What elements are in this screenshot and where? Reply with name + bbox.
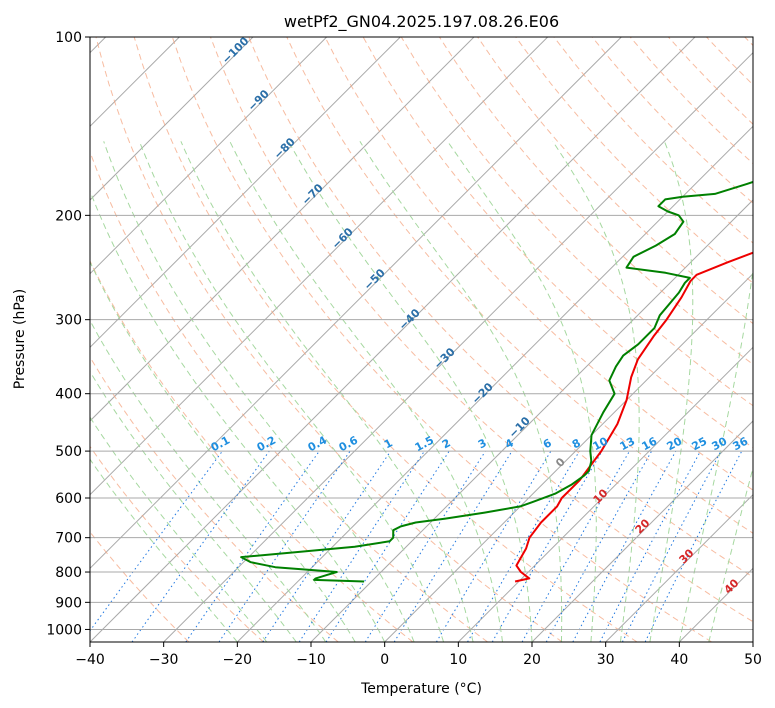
dry-adiabat-line	[90, 445, 264, 642]
isotherm-line	[90, 37, 328, 275]
mixing-ratio-line	[364, 450, 486, 642]
mixing-ratio-line	[298, 450, 425, 642]
isotherm-line	[384, 272, 753, 642]
mixing-ratio-line	[572, 450, 677, 642]
mixing-ratio-line	[218, 450, 351, 642]
sounding-series	[240, 180, 753, 583]
mixing-ratio-line	[185, 450, 320, 642]
dry-adiabat-line	[133, 37, 638, 642]
mixing-ratio-label: 25	[690, 435, 710, 454]
plot-frame	[89, 36, 754, 643]
x-tick-label: 20	[523, 652, 541, 668]
isotherm-line	[90, 37, 696, 642]
isotherm-line	[531, 420, 753, 642]
x-tick-label: 40	[670, 652, 688, 668]
isotherm-line	[90, 37, 475, 422]
dewpoint-profile-line	[240, 180, 753, 583]
y-tick-label: 800	[55, 565, 82, 581]
isotherm-line	[90, 37, 549, 496]
y-tick-label: 100	[55, 30, 82, 46]
mixing-ratio-line	[599, 450, 701, 642]
chart-title: wetPf2_GN04.2025.197.08.26.E06	[284, 12, 559, 32]
dry-adiabat-line	[171, 37, 712, 642]
dry-adiabat-line	[248, 37, 753, 578]
dry-adiabat-line	[210, 37, 753, 623]
x-tick-label: −40	[75, 652, 105, 668]
isotherm-line	[605, 493, 753, 642]
x-tick-label: −30	[149, 652, 179, 668]
dry-adiabat-line	[286, 37, 753, 534]
mixing-ratio-label: 13	[618, 435, 638, 454]
x-tick-label: 30	[597, 652, 615, 668]
mixing-ratio-label: 30	[710, 434, 730, 453]
y-tick-label: 400	[55, 387, 82, 403]
x-tick-label: 10	[449, 652, 467, 668]
x-axis: −40 −30 −20 −10 0 10 20 30 40 50	[75, 642, 762, 668]
y-tick-label: 600	[55, 491, 82, 507]
mixing-ratio-label: 20	[665, 434, 685, 453]
isotherm-line	[236, 125, 753, 642]
dry-adiabat-line	[95, 37, 563, 642]
isotherm-line	[90, 37, 622, 570]
y-axis-label: Pressure (hPa)	[12, 289, 28, 389]
mixing-ratio-line	[467, 450, 580, 642]
mixing-ratio-line	[325, 450, 450, 642]
isotherm-line	[90, 37, 254, 201]
mixing-ratio-label: 36	[731, 434, 751, 453]
y-tick-label: 1000	[46, 622, 82, 638]
x-tick-label: 0	[380, 652, 389, 668]
mixing-ratio-line	[393, 450, 513, 642]
dry-adiabat-line	[90, 259, 414, 642]
isotherm-line	[90, 37, 401, 349]
pressure-gridlines	[90, 37, 753, 630]
mixing-ratio-label: 10	[591, 434, 611, 453]
x-axis-label: Temperature (°C)	[360, 681, 482, 697]
y-tick-label: 900	[55, 595, 82, 611]
y-tick-label: 700	[55, 531, 82, 547]
dry-adiabat-line	[515, 37, 753, 284]
isotherm-line	[163, 51, 753, 642]
x-tick-label: −10	[296, 652, 326, 668]
mixing-ratio-line	[435, 450, 552, 642]
x-tick-label: 50	[744, 652, 762, 668]
y-axis: 100 200 300 400 500 600 700 800 900 1000	[46, 30, 90, 638]
mixing-ratio-line	[262, 450, 392, 642]
mixing-ratio-label: 16	[640, 434, 660, 453]
x-tick-label: −20	[223, 652, 253, 668]
y-tick-label: 300	[55, 313, 82, 329]
y-tick-label: 200	[55, 208, 82, 224]
temperature-profile-line	[514, 251, 753, 583]
y-tick-label: 500	[55, 444, 82, 460]
